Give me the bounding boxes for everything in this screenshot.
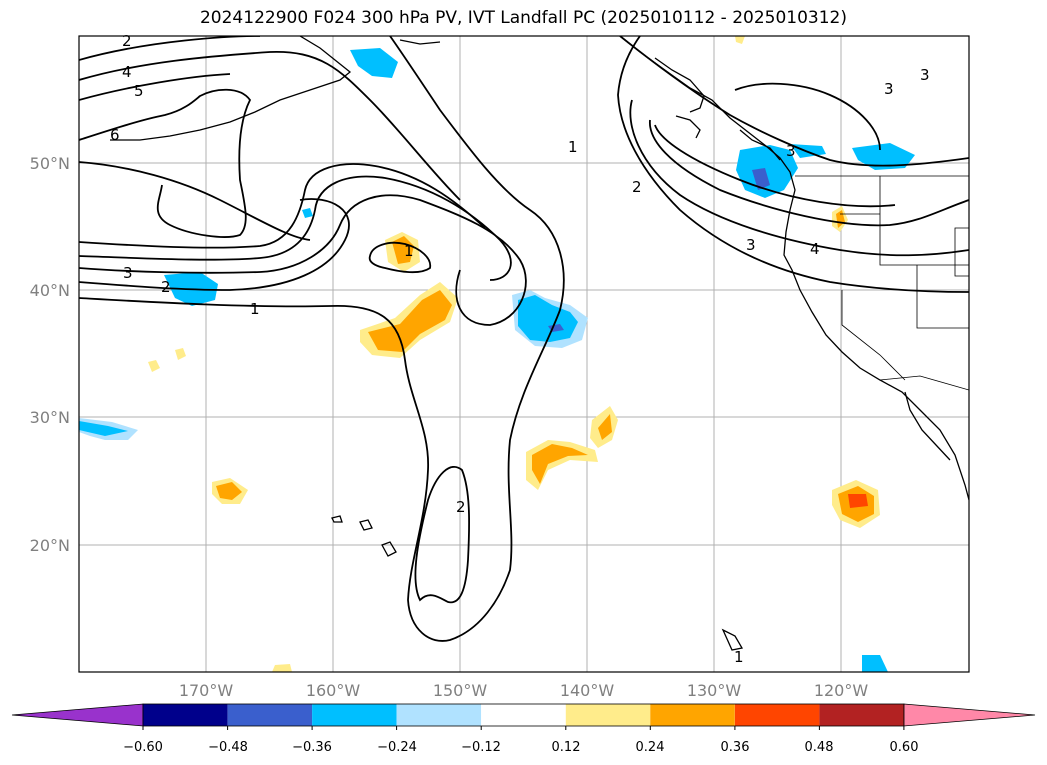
- colorbar-tick-label: −0.60: [123, 740, 163, 755]
- colorbar-tick-label: 0.24: [636, 740, 665, 755]
- contour-label: 3: [786, 142, 796, 160]
- colorbar-tick-label: 0.60: [890, 740, 919, 755]
- colorbar-tick-label: −0.12: [461, 740, 501, 755]
- colorbar-segment: [481, 704, 566, 726]
- contour-label: 4: [122, 63, 132, 81]
- colorbar-tick-label: −0.36: [292, 740, 332, 755]
- colorbar-segment: [227, 704, 313, 726]
- pv-contours: [79, 36, 969, 642]
- contour-label: 4: [810, 240, 820, 258]
- map-title: 2024122900 F024 300 hPa PV, IVT Landfall…: [199, 8, 847, 28]
- colorbar-extend-min: [11, 703, 144, 727]
- colorbar-extend-max: [903, 703, 1036, 727]
- colorbar-frame: [142, 703, 905, 727]
- colorbar-segment: [650, 704, 735, 726]
- lon-label-130w: 130°W: [687, 681, 742, 700]
- contour-label: 1: [734, 648, 744, 666]
- pv-contour-labels: 2 4 5 6 3 2 1 1 1 2 3 4 3 3 3 2 1: [110, 32, 930, 666]
- colorbar-segment: [565, 704, 651, 726]
- colorbar-tick-label: −0.48: [208, 740, 248, 755]
- contour-label: 2: [122, 32, 132, 50]
- colorbar-tick-label: 0.12: [552, 740, 581, 755]
- lon-label-150w: 150°W: [433, 681, 488, 700]
- lat-label-50n: 50°N: [30, 154, 70, 173]
- latitude-labels: 50°N 40°N 30°N 20°N: [30, 154, 70, 555]
- lat-label-30n: 30°N: [30, 408, 70, 427]
- contour-label: 3: [884, 80, 894, 98]
- contour-label: 2: [161, 278, 171, 296]
- colorbar-segment: [143, 704, 228, 726]
- colorbar-segments: [11, 703, 1036, 730]
- contour-label: 3: [123, 264, 133, 282]
- contour-label: 1: [568, 138, 578, 156]
- contour-label: 3: [746, 236, 756, 254]
- colorbar-tick-label: −0.24: [377, 740, 417, 755]
- contour-label: 2: [632, 178, 642, 196]
- lon-label-140w: 140°W: [560, 681, 615, 700]
- lon-label-120w: 120°W: [814, 681, 869, 700]
- colorbar-segment: [396, 704, 482, 726]
- colorbar-ticks: −0.60 −0.48 −0.36 −0.24 −0.12 0.12 0.24 …: [123, 740, 918, 755]
- map-frame: [79, 36, 969, 672]
- contour-label: 2: [456, 498, 466, 516]
- ivt-positive-shading: [148, 36, 880, 672]
- lon-label-170w: 170°W: [179, 681, 234, 700]
- contour-label: 3: [920, 66, 930, 84]
- lat-label-20n: 20°N: [30, 536, 70, 555]
- contour-label: 1: [404, 242, 414, 260]
- colorbar: −0.60 −0.48 −0.36 −0.24 −0.12 0.12 0.24 …: [11, 703, 1036, 755]
- coastlines: [110, 36, 969, 651]
- lon-label-160w: 160°W: [306, 681, 361, 700]
- map-border: [78, 35, 970, 673]
- longitude-labels: 170°W 160°W 150°W 140°W 130°W 120°W: [179, 681, 869, 700]
- contour-label: 5: [134, 82, 144, 100]
- lat-label-40n: 40°N: [30, 281, 70, 300]
- contour-label: 6: [110, 126, 120, 144]
- colorbar-segment: [312, 704, 397, 726]
- colorbar-tick-label: 0.48: [805, 740, 834, 755]
- colorbar-segment: [819, 704, 904, 726]
- contour-label: 1: [250, 300, 260, 318]
- gridlines: [79, 36, 969, 672]
- colorbar-tick-label: 0.36: [721, 740, 750, 755]
- colorbar-segment: [734, 704, 820, 726]
- ivt-negative-shading: [79, 48, 915, 672]
